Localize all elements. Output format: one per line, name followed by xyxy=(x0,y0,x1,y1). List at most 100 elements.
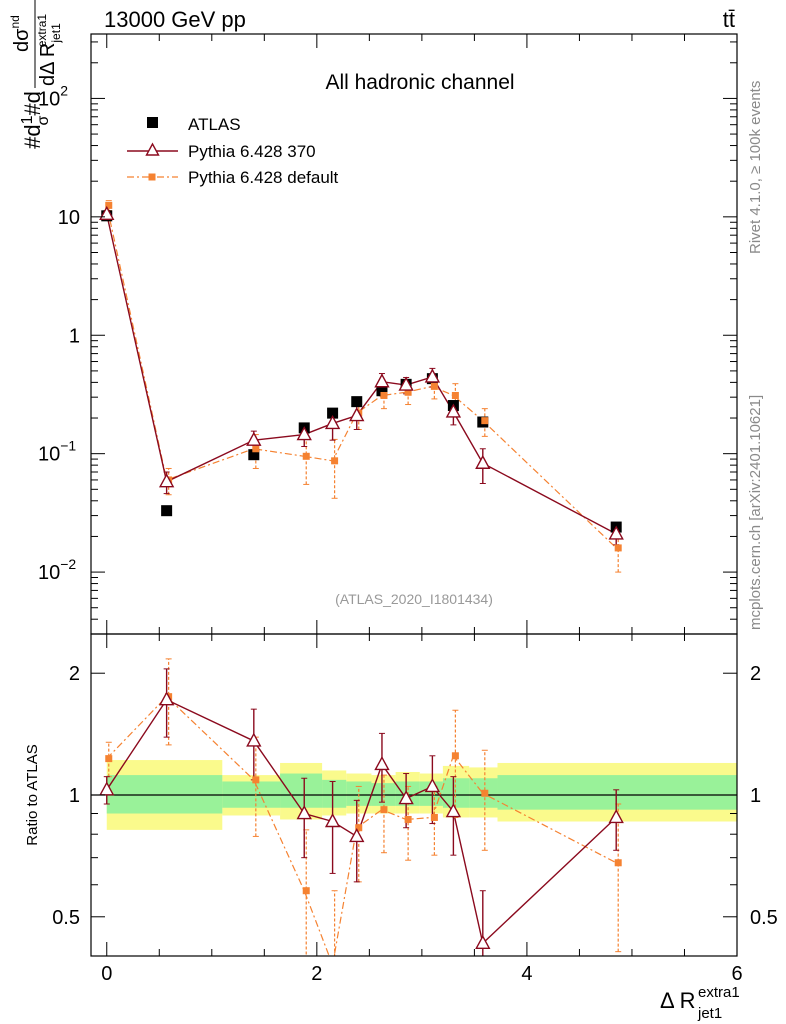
x-tick-label: 0 xyxy=(101,963,112,985)
x-label-main: Δ R xyxy=(660,988,695,1013)
ratio-frame xyxy=(90,633,738,957)
ratio-pythia370-line xyxy=(106,698,617,945)
x-label-subscript: jet1 xyxy=(697,1005,722,1022)
pythia370-point xyxy=(608,525,624,540)
ratio-pythia370-point xyxy=(158,691,175,706)
atlas-point xyxy=(351,396,363,408)
pythia370-line xyxy=(106,214,617,535)
pythia-default-point xyxy=(331,457,339,465)
ratio-pythia370-point xyxy=(99,781,115,796)
plot-title: All hadronic channel xyxy=(325,71,514,94)
main-y-tick-label: 10 xyxy=(58,207,80,229)
x-tick-label: 2 xyxy=(311,963,322,985)
pythia370-point xyxy=(158,473,175,488)
atlas-point xyxy=(161,505,173,517)
pythia-default-point xyxy=(105,201,113,209)
pythia-default-point xyxy=(430,382,438,390)
ratio-pythia370-point xyxy=(296,805,312,820)
legend-pythia370-label: Pythia 6.428 370 xyxy=(188,142,316,161)
main-y-tick-label: 10−1 xyxy=(38,438,76,466)
ratio-plot-area xyxy=(91,658,737,969)
x-label-superscript: extra1 xyxy=(698,984,740,1001)
ratio-pythia-default-point xyxy=(430,813,438,821)
ratio-band-inner xyxy=(280,773,323,808)
ratio-y-tick-label-left: 1 xyxy=(69,785,80,807)
x-tick-label: 6 xyxy=(731,963,742,985)
ratio-pythia370-point xyxy=(324,813,341,828)
main-y-tick-label: 10−2 xyxy=(38,556,76,584)
energy-label: 13000 GeV pp xyxy=(104,7,246,32)
ratio-band-inner xyxy=(106,775,223,814)
ratio-band-inner xyxy=(322,779,347,808)
ratio-pythia-default-point xyxy=(355,824,363,832)
main-y-tick-exponent: 2 xyxy=(60,82,68,98)
pythia370-point xyxy=(424,368,441,383)
pythia370-point xyxy=(475,454,491,469)
pythia370-point xyxy=(246,431,262,446)
ratio-y-tick-label-right: 0.5 xyxy=(750,907,778,929)
ratio-pythia-default-point xyxy=(481,789,489,797)
ratio-pythia370-point xyxy=(246,732,262,747)
atlas-point xyxy=(327,407,339,419)
mcplots-label: mcplots.cern.ch [arXiv:2401.10621] xyxy=(747,395,764,630)
ratio-pythia370-point xyxy=(445,803,462,818)
pythia-default-point xyxy=(302,452,310,460)
main-y-axis-label: #d1σ#d dσnd dΔ Rjet1extra1 xyxy=(8,0,63,149)
pythia370-point xyxy=(99,205,115,221)
ratio-pythia-default-point xyxy=(451,752,459,760)
ratio-pythia-default-point xyxy=(614,859,622,867)
legend-atlas-label: ATLAS xyxy=(188,115,241,134)
ratio-panel: 0.5 0.5 1 1 2 2 0 2 4 6 Ratio to ATLAS xyxy=(24,633,778,985)
ratio-y-tick-label-right: 1 xyxy=(750,785,761,807)
legend: ATLAS Pythia 6.428 370 Pythia 6.428 defa… xyxy=(127,115,339,187)
legend-pythia370-marker xyxy=(145,142,160,156)
ratio-pythia370-point xyxy=(374,755,390,771)
pythia370-point xyxy=(398,376,414,391)
ratio-y-tick-label-left: 0.5 xyxy=(52,907,80,929)
ratio-pythia-default-point xyxy=(105,755,113,763)
ratio-pythia-default-point xyxy=(302,887,310,895)
pythia-default-point xyxy=(252,445,260,453)
ratio-pythia370-point xyxy=(424,777,441,793)
main-y-tick-exponent: −1 xyxy=(60,438,76,454)
ratio-pythia-default-point xyxy=(331,962,338,969)
pythia-default-point xyxy=(380,391,388,399)
ratio-y-tick-label-right: 2 xyxy=(750,663,761,685)
ratio-y-tick-label-left: 2 xyxy=(69,663,80,685)
y-label-numerator: dσnd xyxy=(8,15,33,52)
ratio-pythia-default-point xyxy=(404,815,412,823)
main-y-tick-exponent: −2 xyxy=(60,556,76,572)
pythia370-point xyxy=(445,403,462,418)
process-label: tt̄ xyxy=(723,7,735,32)
ratio-axes: 0.5 0.5 1 1 2 2 0 2 4 6 xyxy=(52,634,778,985)
ratio-band-inner xyxy=(346,781,372,806)
x-axis-label: Δ R extra1 jet1 xyxy=(660,984,740,1022)
ratio-pythia-default-point xyxy=(252,776,260,784)
ratio-pythia370-point xyxy=(398,790,414,805)
main-plot-area xyxy=(99,200,624,573)
pythia-default-point xyxy=(481,417,489,425)
ratio-pythia370-point xyxy=(349,827,365,843)
legend-pythia-default-label: Pythia 6.428 default xyxy=(188,168,339,187)
legend-pythia-default-marker xyxy=(148,173,156,181)
ratio-pythia370-point xyxy=(475,934,491,949)
pythia370-point xyxy=(296,426,312,441)
rivet-label: Rivet 4.1.0, ≥ 100k events xyxy=(747,81,764,254)
legend-atlas-marker xyxy=(147,117,158,128)
pythia370-point xyxy=(349,407,365,422)
analysis-label: (ATLAS_2020_I1801434) xyxy=(335,591,493,607)
pythia370-point xyxy=(374,373,390,388)
y-label-denominator: dΔ Rjet1extra1 xyxy=(35,14,63,86)
pythia-default-point xyxy=(614,544,622,552)
ratio-pythia370-point xyxy=(608,808,624,824)
main-y-tick-label: 1 xyxy=(69,325,80,347)
pythia-default-point xyxy=(404,388,412,396)
pythia-default-line xyxy=(106,205,617,549)
pythia-default-point xyxy=(451,391,459,399)
ratio-band-inner xyxy=(442,778,470,808)
pythia370-point xyxy=(324,414,341,430)
ratio-pythia-default-point xyxy=(380,806,388,814)
